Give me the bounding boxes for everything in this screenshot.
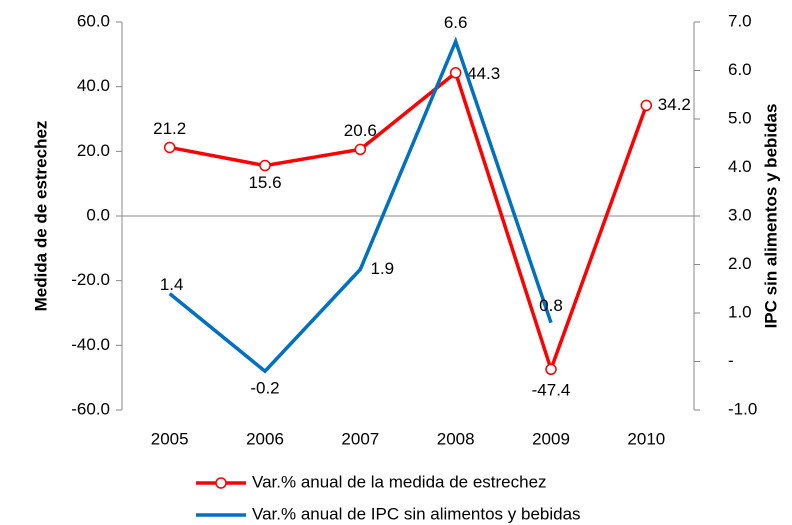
y2-tick-label: 1.0 [728,302,752,321]
y-axis-title: Medida de de estrechez [31,121,50,312]
data-label: 21.2 [153,119,186,138]
marker [449,67,462,79]
series-line [169,69,648,375]
series-line [168,36,553,374]
legend-label: Var.% anual de la medida de estrechez [252,472,547,491]
y-tick-label: 0.0 [86,205,110,224]
data-label: 44.3 [467,64,500,83]
y2-tick-label: 7.0 [728,11,752,30]
x-tick-label: 2009 [532,429,570,448]
x-tick-label: 2010 [627,429,665,448]
x-tick-label: 2007 [341,429,379,448]
y2-tick-label: - [728,351,734,370]
marker [640,99,653,112]
y2-tick-label: 5.0 [728,108,752,127]
x-tick-label: 2006 [246,429,284,448]
y2-tick-label: 2.0 [728,254,752,273]
data-label: 34.2 [658,95,691,114]
y-tick-label: 40.0 [77,76,110,95]
y2-tick-label: -1.0 [728,399,757,418]
y2-tick-label: 4.0 [728,157,752,176]
data-label: -47.4 [532,381,571,400]
y2-tick-label: 3.0 [728,205,752,224]
y-tick-label: 20.0 [77,141,110,160]
marker [259,159,271,172]
y-tick-label: -40.0 [71,335,110,354]
y-tick-label: -20.0 [71,270,110,289]
data-label: 0.8 [539,296,563,315]
data-label: 15.6 [248,173,281,192]
data-label: 1.4 [160,275,184,294]
x-tick-label: 2005 [151,429,189,448]
y-tick-label: -60.0 [71,399,110,418]
y2-tick-label: 6.0 [728,60,752,79]
marker [354,143,367,156]
x-tick-label: 2008 [437,429,475,448]
y2-axis-title: IPC sin alimentos y bebidas [761,104,780,329]
data-label: 20.6 [344,121,377,140]
marker [545,363,557,376]
marker [163,141,176,154]
y-tick-label: 60.0 [77,11,110,30]
data-label: -0.2 [250,379,279,398]
data-label: 1.9 [371,259,395,278]
legend-label: Var.% anual de IPC sin alimentos y bebid… [252,504,581,523]
data-label: 6.6 [444,13,468,32]
legend-marker [215,477,227,489]
